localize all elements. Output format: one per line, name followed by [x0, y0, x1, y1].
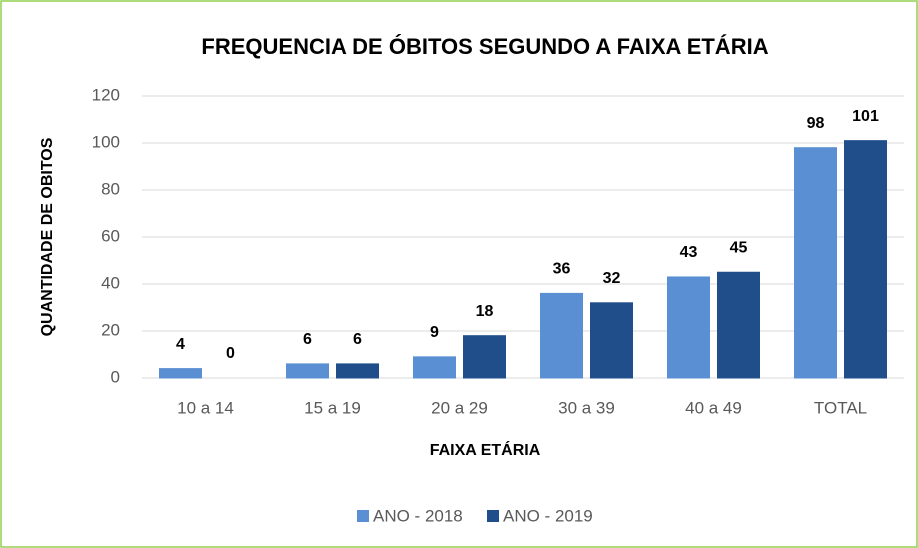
- bar: [540, 292, 583, 379]
- data-label: 6: [303, 331, 312, 348]
- bar: [794, 147, 837, 379]
- bar: [463, 335, 506, 379]
- bar: [413, 356, 456, 379]
- data-label: 6: [353, 331, 362, 348]
- data-label: 101: [852, 108, 879, 125]
- bar: [336, 363, 379, 379]
- x-tick-label: 10 a 14: [177, 398, 234, 417]
- legend-label: ANO - 2018: [373, 506, 463, 525]
- y-tick-label: 20: [101, 320, 120, 339]
- data-label: 18: [476, 303, 494, 320]
- legend-label: ANO - 2019: [503, 506, 593, 525]
- data-label: 4: [176, 336, 185, 353]
- x-tick-label: 20 a 29: [431, 398, 488, 417]
- data-label: 32: [603, 270, 621, 287]
- data-label: 45: [730, 239, 748, 256]
- legend-swatch: [487, 510, 499, 522]
- y-tick-label: 0: [111, 367, 120, 386]
- data-label: 36: [553, 261, 571, 278]
- y-tick-label: 100: [92, 132, 120, 151]
- x-tick-label: 40 a 49: [685, 398, 742, 417]
- y-axis-label: QUANTIDADE DE OBITOS: [39, 137, 56, 336]
- x-tick-label: 30 a 39: [558, 398, 615, 417]
- y-tick-label: 60: [101, 226, 120, 245]
- chart-title: FREQUENCIA DE ÓBITOS SEGUNDO A FAIXA ETÁ…: [201, 34, 768, 59]
- bar: [844, 140, 887, 379]
- x-tick-label: TOTAL: [814, 398, 867, 417]
- legend-swatch: [357, 510, 369, 522]
- bar: [286, 363, 329, 379]
- data-label: 9: [430, 324, 439, 341]
- bar: [667, 276, 710, 379]
- data-label: 98: [807, 115, 825, 132]
- y-tick-label: 120: [92, 85, 120, 104]
- data-label: 43: [680, 244, 698, 261]
- y-tick-label: 40: [101, 273, 120, 292]
- y-tick-label: 80: [101, 179, 120, 198]
- bar: [590, 302, 633, 379]
- x-tick-label: 15 a 19: [304, 398, 361, 417]
- x-axis-label: FAIXA ETÁRIA: [430, 440, 541, 459]
- bar: [717, 271, 760, 379]
- data-label: 0: [226, 345, 235, 362]
- bar: [159, 368, 202, 379]
